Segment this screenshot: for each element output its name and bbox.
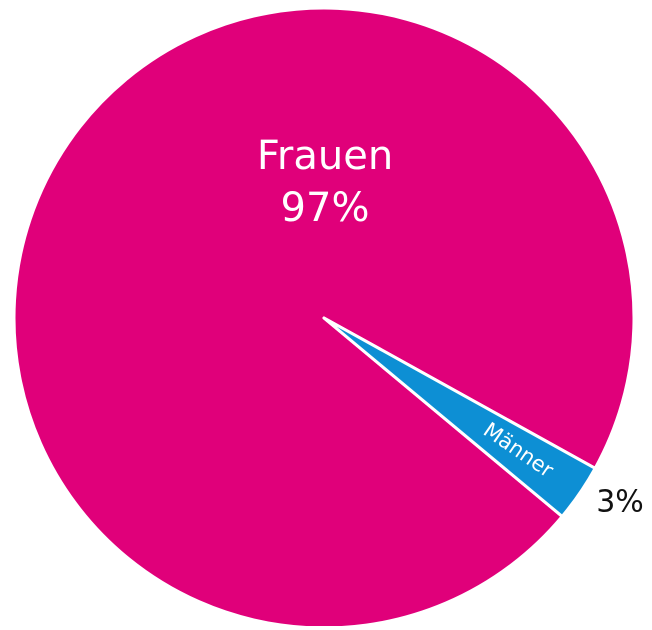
value-label: 97% (281, 185, 370, 231)
value-label: 3% (596, 485, 644, 520)
slice-label: Frauen (257, 133, 393, 179)
pie-slice (322, 316, 597, 518)
